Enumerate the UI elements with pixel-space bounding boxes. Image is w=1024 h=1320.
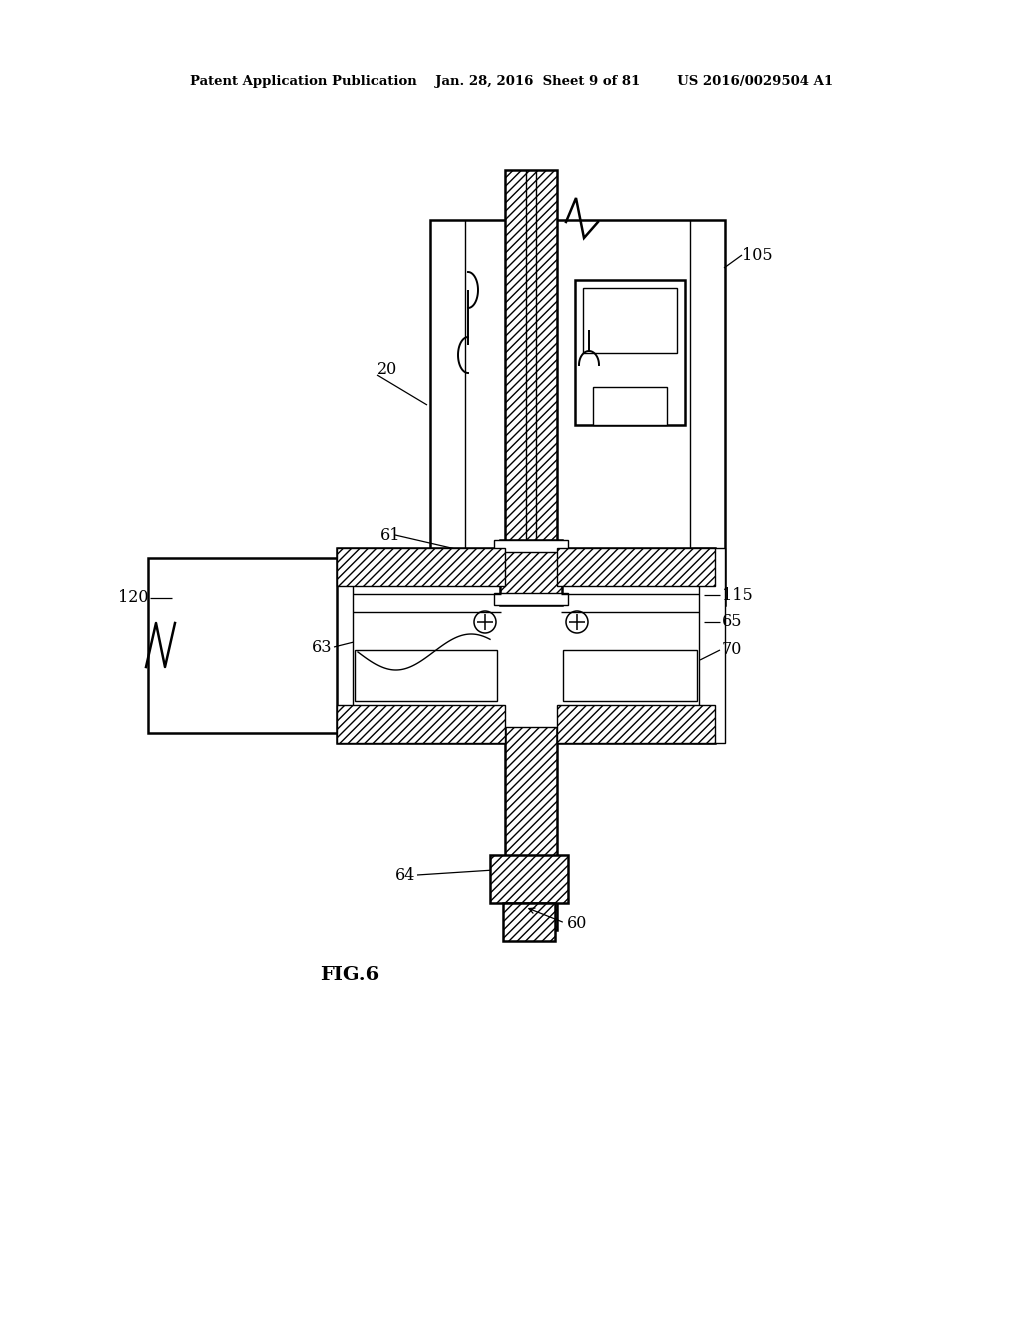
Text: 20: 20 <box>377 362 397 379</box>
Bar <box>353 564 699 727</box>
Bar <box>430 220 725 605</box>
Text: 65: 65 <box>722 614 742 631</box>
Bar <box>490 855 568 903</box>
Bar <box>593 387 667 425</box>
Text: FIG.6: FIG.6 <box>321 966 380 983</box>
Bar <box>505 170 557 931</box>
Text: 120: 120 <box>118 590 148 606</box>
Text: Patent Application Publication    Jan. 28, 2016  Sheet 9 of 81        US 2016/00: Patent Application Publication Jan. 28, … <box>190 75 834 88</box>
Bar <box>355 649 497 701</box>
Bar <box>575 280 685 425</box>
Bar <box>557 705 715 743</box>
Text: 63: 63 <box>311 639 332 656</box>
Bar <box>500 540 562 605</box>
Bar <box>693 548 725 743</box>
Bar <box>337 548 505 586</box>
Text: 115: 115 <box>722 586 753 603</box>
Text: 61: 61 <box>380 527 400 544</box>
Bar <box>563 649 697 701</box>
Bar <box>494 540 568 552</box>
Bar <box>583 288 677 354</box>
Bar <box>503 903 555 941</box>
Bar <box>557 548 715 586</box>
Bar <box>494 593 568 605</box>
Text: 60: 60 <box>567 915 588 932</box>
Text: 105: 105 <box>742 247 773 264</box>
Bar <box>148 558 450 733</box>
Bar <box>337 705 505 743</box>
Bar <box>337 548 715 743</box>
Text: 70: 70 <box>722 642 742 659</box>
Text: 64: 64 <box>394 866 415 883</box>
